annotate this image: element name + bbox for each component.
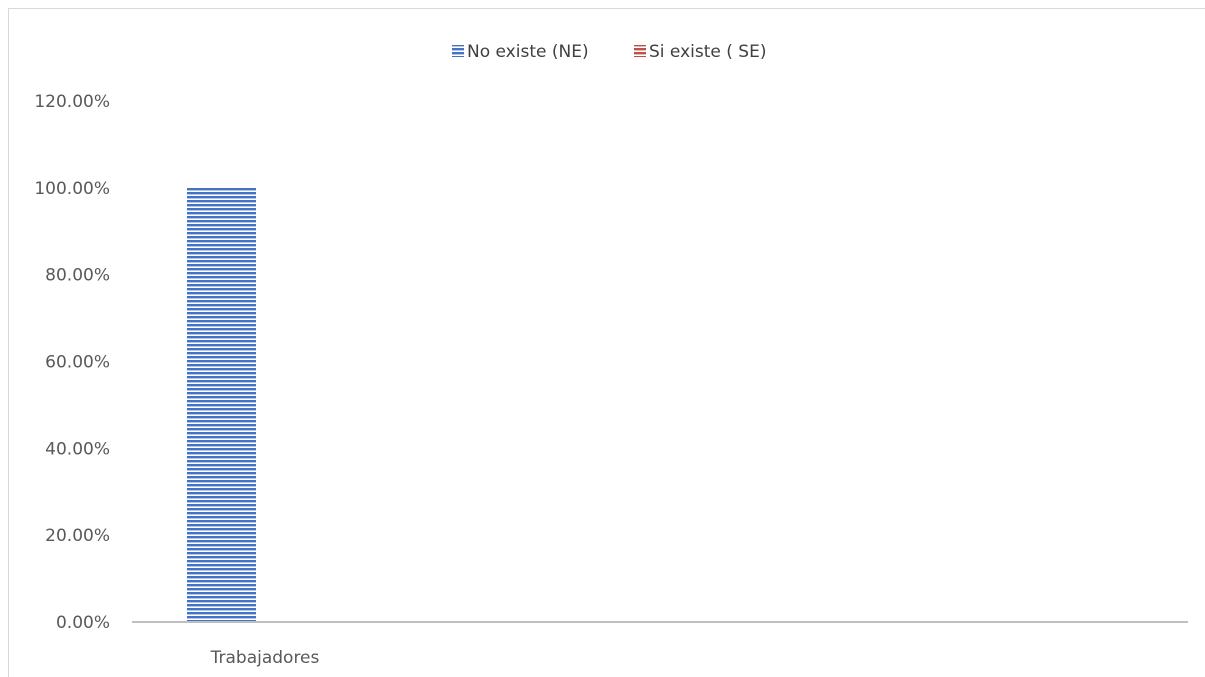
y-tick-label: 60.00% xyxy=(45,353,110,373)
y-tick-label: 80.00% xyxy=(45,266,110,286)
legend: No existe (NE) Si existe ( SE) xyxy=(452,42,766,62)
y-tick-label: 40.00% xyxy=(45,439,110,459)
bars xyxy=(187,187,256,623)
legend-swatch xyxy=(634,45,646,57)
x-axis: Trabajadores xyxy=(132,621,1188,668)
y-tick-label: 20.00% xyxy=(45,526,110,546)
legend-swatch xyxy=(452,45,464,57)
y-axis: 0.00% 20.00% 40.00% 60.00% 80.00% 100.00% 120.… xyxy=(34,92,110,633)
legend-label: No existe (NE) xyxy=(467,42,589,62)
y-tick-label: 100.00% xyxy=(34,179,110,199)
bar-no-existe xyxy=(187,187,256,623)
legend-label: Si existe ( SE) xyxy=(649,42,766,62)
chart-frame xyxy=(8,8,1205,677)
x-tick-label: Trabajadores xyxy=(210,648,320,668)
y-tick-label: 120.00% xyxy=(34,92,110,112)
y-tick-label: 0.00% xyxy=(56,613,110,633)
